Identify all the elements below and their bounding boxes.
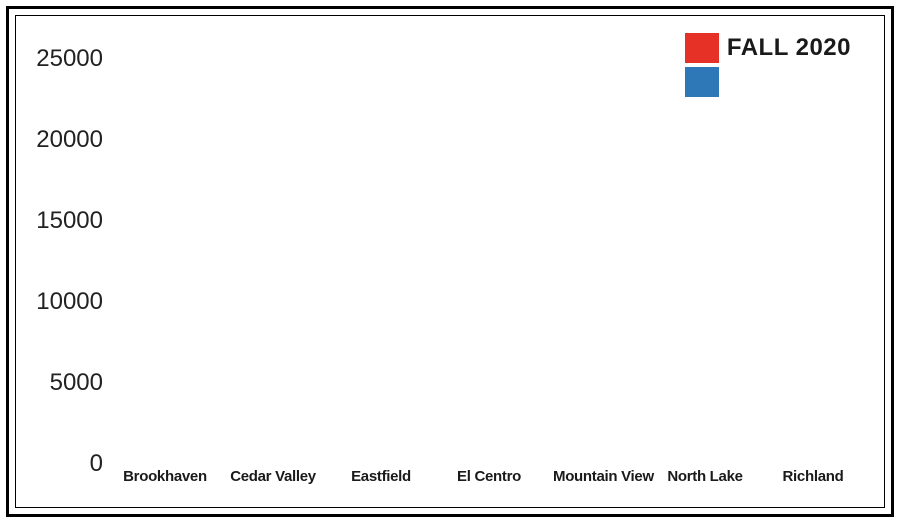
y-tick-label: 20000 [23,126,103,154]
x-tick-label: Brookhaven [121,468,209,498]
y-tick-label: 5000 [23,369,103,397]
legend-label-series-1: FALL 2020 [727,34,851,62]
y-tick-label: 15000 [23,207,103,235]
chart-container: FALL 2020 0 5000 10000 15000 20000 25000 Broo… [0,0,900,523]
x-tick-label: North Lake [661,468,749,498]
chart-frame: FALL 2020 0 5000 10000 15000 20000 25000 Broo… [6,6,894,517]
x-tick-label: El Centro [445,468,533,498]
x-tick-label: Richland [769,468,857,498]
legend-item-series-1: FALL 2020 [685,31,851,65]
legend-item-series-2 [685,65,851,99]
x-tick-label: Cedar Valley [229,468,317,498]
legend: FALL 2020 [685,31,851,99]
y-tick-label: 0 [23,450,103,478]
y-axis: 0500010000150002000025000 [23,27,103,464]
y-tick-label: 10000 [23,288,103,316]
x-tick-label: Eastfield [337,468,425,498]
x-axis: Brookhaven Cedar Valley Eastfield El Centro… [105,468,873,498]
legend-swatch-series-2 [685,67,719,97]
y-tick-label: 25000 [23,45,103,73]
legend-swatch-series-1 [685,33,719,63]
x-tick-label: Mountain View [553,468,641,498]
